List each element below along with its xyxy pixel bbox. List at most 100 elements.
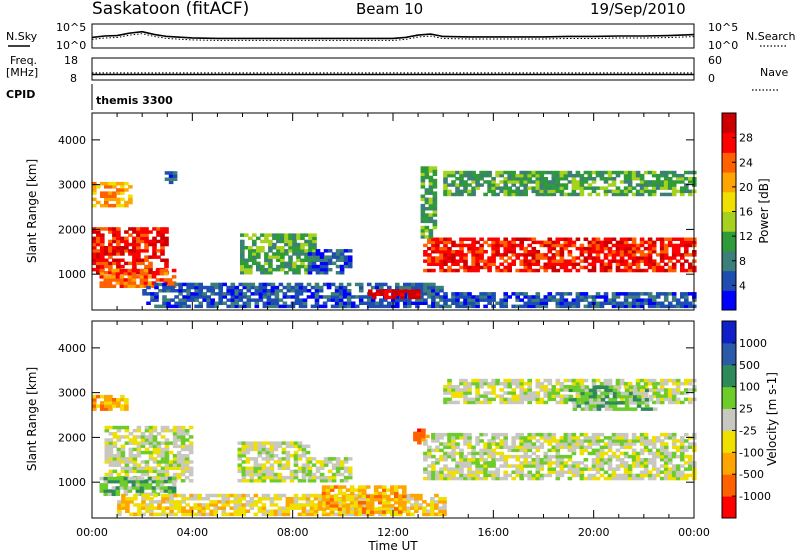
velocity-cell <box>671 378 677 383</box>
velocity-cell <box>120 469 126 474</box>
power-cell <box>623 265 629 270</box>
velocity-cell <box>321 497 327 502</box>
velocity-cell <box>648 407 654 411</box>
power-cell <box>260 249 265 253</box>
velocity-cell <box>249 506 255 510</box>
velocity-cell <box>571 436 577 440</box>
power-cell <box>370 304 376 309</box>
velocity-cell <box>331 475 337 480</box>
velocity-cell <box>321 494 327 499</box>
power-cell <box>379 282 384 287</box>
velocity-cell <box>149 512 154 517</box>
velocity-cell <box>567 470 573 474</box>
velocity-cell <box>297 441 303 445</box>
power-cell <box>428 197 434 202</box>
power-cell <box>107 278 113 282</box>
power-cell <box>154 282 159 287</box>
power-cell <box>623 304 629 309</box>
power-cell <box>210 304 215 309</box>
power-cell <box>499 189 504 194</box>
power-cell <box>416 289 421 293</box>
velocity-cell <box>431 473 436 478</box>
velocity-cell <box>607 467 613 471</box>
velocity-cell <box>527 476 532 481</box>
velocity-cell <box>148 469 154 474</box>
velocity-cell <box>180 454 186 458</box>
power-cell <box>471 265 476 270</box>
power-cell <box>515 304 520 309</box>
power-cell <box>127 281 133 285</box>
velocity-cell <box>519 391 524 395</box>
freq-tick-left-top: 18 <box>64 54 78 67</box>
power-cell <box>343 261 349 266</box>
power-cell <box>467 246 472 251</box>
power-cell <box>563 301 569 305</box>
velocity-cell <box>595 397 601 402</box>
power-cell <box>292 246 297 250</box>
velocity-cell <box>289 479 295 483</box>
power-cell <box>471 186 476 190</box>
power-cell <box>635 295 641 299</box>
velocity-cell <box>141 493 146 498</box>
power-cell <box>244 264 249 269</box>
power-cell <box>284 271 289 275</box>
power-cell <box>104 194 109 198</box>
velocity-cell <box>431 454 436 459</box>
velocity-cell <box>467 461 472 465</box>
velocity-cell <box>539 436 545 440</box>
velocity-cell <box>421 431 426 436</box>
velocity-cell <box>157 500 162 504</box>
velocity-cell <box>684 439 689 443</box>
velocity-cell <box>624 394 630 399</box>
velocity-cell <box>164 425 170 430</box>
velocity-cell <box>619 476 625 481</box>
power-cell <box>551 177 557 181</box>
velocity-cell <box>467 397 472 402</box>
power-cell <box>651 268 657 273</box>
velocity-cell <box>337 503 343 507</box>
velocity-cell <box>640 385 646 389</box>
velocity-cell <box>507 454 512 459</box>
power-cell <box>420 194 426 198</box>
velocity-cell <box>184 447 190 452</box>
power-cell <box>627 295 633 299</box>
velocity-cell <box>584 407 590 411</box>
power-cell <box>487 189 492 194</box>
power-cell <box>427 289 432 293</box>
velocity-cell <box>422 509 427 513</box>
power-cell <box>268 255 273 259</box>
power-cell <box>136 249 141 253</box>
velocity-cell <box>140 432 146 436</box>
velocity-cell <box>443 445 448 449</box>
power-cell <box>571 173 577 178</box>
power-cell <box>240 233 245 237</box>
power-cell <box>591 180 597 184</box>
power-cell <box>104 249 109 253</box>
velocity-cell <box>325 488 331 492</box>
power-cell <box>407 301 412 305</box>
power-cell <box>567 173 573 178</box>
power-cell <box>420 210 426 214</box>
power-cell <box>475 265 480 270</box>
velocity-cell <box>491 388 496 392</box>
velocity-cell <box>623 451 629 456</box>
power-cell <box>274 295 280 299</box>
power-cell <box>400 292 405 296</box>
power-cell <box>623 186 629 190</box>
velocity-cell <box>257 450 263 455</box>
power-cell <box>459 183 464 187</box>
velocity-cell <box>301 509 307 513</box>
velocity-cell <box>663 391 669 395</box>
power-cell <box>455 250 460 254</box>
velocity-cell <box>353 497 359 501</box>
velocity-cell <box>339 463 345 467</box>
velocity-cell <box>156 444 162 449</box>
velocity-cell <box>152 457 158 461</box>
velocity-cell <box>591 461 597 465</box>
power-cell <box>104 258 109 262</box>
velocity-cell <box>103 483 109 487</box>
power-cell <box>306 289 312 293</box>
power-cell <box>108 197 113 202</box>
velocity-cell <box>140 469 146 474</box>
velocity-cell <box>139 486 145 490</box>
